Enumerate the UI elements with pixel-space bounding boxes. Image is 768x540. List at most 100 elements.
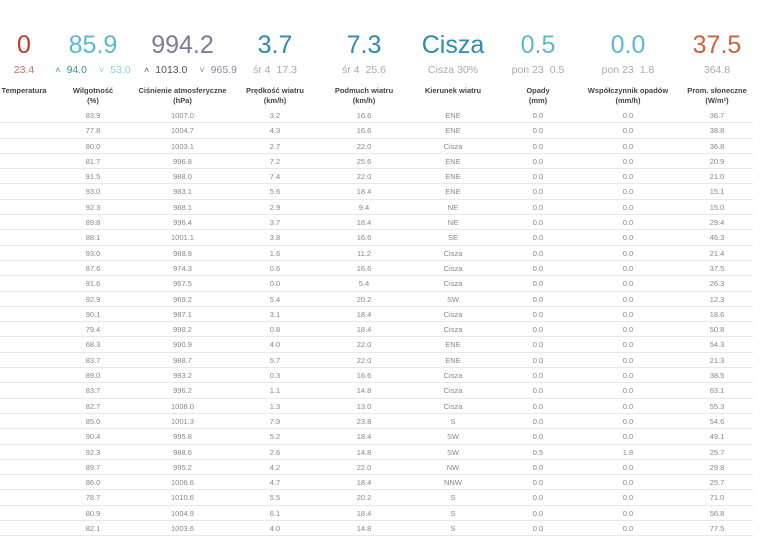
cell-wind-speed: 5.2 (269, 432, 281, 442)
cell-pressure: 974.3 (173, 263, 192, 273)
header-solar[interactable]: Prom. słoneczne (W/m²) (681, 86, 753, 106)
header-rain-rate[interactable]: Współczynnik opadów (mm/h) (575, 86, 681, 106)
header-temperature[interactable]: Temperatura (0, 86, 48, 106)
cell-wind-direction: ENE (445, 187, 461, 197)
header-pressure[interactable]: Ciśnienie atmosferyczne (hPa) (138, 86, 227, 106)
cell-wind-direction: S (450, 416, 456, 426)
cell-wind-speed: 7.4 (269, 172, 281, 182)
cell-rain: 0.0 (532, 524, 544, 534)
cell-wind-gust: 20.2 (356, 493, 372, 503)
cell-rain-rate: 0.0 (622, 355, 634, 365)
cell-temperature (0, 230, 48, 244)
cell-wind-gust: 18.4 (356, 478, 372, 488)
table-row: 93.0 983.1 5.6 18.4 ENE 0.0 0.0 15.1 (0, 184, 753, 200)
cell-pressure: 998.2 (173, 325, 192, 335)
cell-wind-speed: 3.1 (269, 309, 281, 319)
header-wind-direction[interactable]: Kierunek wiatru (405, 86, 501, 106)
cell-wind-gust: 18.4 (356, 508, 372, 518)
cell-rain: 0.0 (532, 279, 544, 289)
cell-solar: 56.8 (709, 508, 725, 518)
cell-wind-direction: Cisza (443, 279, 463, 289)
cell-temperature (0, 521, 48, 535)
cell-wind-direction: ENE (445, 156, 461, 166)
wind-gust-avg: śr 4 (342, 64, 360, 76)
cell-wind-gust: 25.6 (356, 156, 372, 166)
cell-humidity: 81.7 (85, 156, 101, 166)
cell-humidity: 78.7 (85, 493, 101, 503)
cell-wind-gust: 23.8 (356, 416, 372, 426)
cell-humidity: 68.3 (85, 340, 101, 350)
cell-temperature (0, 460, 48, 474)
table-row: 83.7 988.7 5.7 22.0 ENE 0.0 0.0 21.3 (0, 353, 753, 369)
cell-humidity: 82.1 (85, 524, 101, 534)
cell-humidity: 92.3 (85, 447, 101, 457)
cell-rain-rate: 0.0 (622, 508, 634, 518)
cell-temperature (0, 399, 48, 413)
table-row: 91.6 967.5 0.0 5.4 Cisza 0.0 0.0 26.3 (0, 276, 753, 292)
cell-temperature (0, 154, 48, 168)
cell-rain: 0.0 (532, 401, 544, 411)
header-label: Ciśnienie atmosferyczne (138, 86, 227, 95)
cell-wind-gust: 16.6 (356, 371, 372, 381)
cell-rain-rate: 0.0 (622, 416, 634, 426)
cell-rain: 0.0 (532, 416, 544, 426)
cell-solar: 63.1 (709, 386, 725, 396)
cell-solar: 29.8 (709, 462, 725, 472)
cell-wind-gust: 14.8 (356, 386, 372, 396)
cell-temperature (0, 383, 48, 397)
cell-solar: 71.0 (709, 493, 725, 503)
cell-wind-speed: 0.0 (269, 279, 281, 289)
cell-rain-rate: 0.0 (622, 218, 634, 228)
cell-wind-speed: 4.2 (269, 462, 281, 472)
cell-wind-direction: ENE (445, 355, 461, 365)
table-row: 81.7 996.8 7.2 25.6 ENE 0.0 0.0 20.9 (0, 154, 753, 170)
cell-wind-gust: 22.0 (356, 141, 372, 151)
cell-solar: 25.7 (709, 447, 725, 457)
cell-temperature (0, 368, 48, 382)
cell-wind-direction: Cisza (443, 401, 463, 411)
cell-rain-rate: 0.0 (622, 432, 634, 442)
header-unit: (W/m²) (705, 96, 729, 105)
rain-max: 0.5 (549, 64, 565, 76)
cell-temperature (0, 139, 48, 153)
cell-wind-direction: Cisza (443, 386, 463, 396)
rain-rate-max: 1.8 (639, 64, 655, 76)
cell-pressure: 1003.1 (171, 141, 194, 151)
cell-wind-speed: 1.1 (269, 386, 281, 396)
header-humidity[interactable]: Wilgotność (%) (48, 86, 138, 106)
cell-humidity: 80.0 (85, 141, 101, 151)
cell-pressure: 967.5 (173, 279, 192, 289)
summary-pressure: 994.2 ˄ 1013.0 ˅ 965.9 (138, 30, 237, 78)
humidity-min: 53.0 (110, 64, 131, 76)
wind-gust-max: 25.6 (365, 64, 386, 76)
header-unit: (km/h) (352, 96, 376, 105)
header-unit: (mm/h) (615, 96, 641, 105)
cell-pressure: 1010.6 (171, 493, 194, 503)
cell-wind-direction: Cisza (443, 248, 463, 258)
cell-pressure: 996.4 (173, 218, 192, 228)
cell-solar: 37.5 (709, 263, 725, 273)
cell-solar: 46.3 (709, 233, 725, 243)
cell-wind-direction: ENE (445, 340, 461, 350)
cell-solar: 77.5 (709, 524, 725, 534)
cell-solar: 15.1 (709, 187, 725, 197)
cell-pressure: 1004.7 (171, 126, 194, 136)
cell-rain: 0.0 (532, 294, 544, 304)
header-wind-gust[interactable]: Podmuch wiatru (km/h) (323, 86, 405, 106)
cell-wind-speed: 3.2 (269, 111, 281, 120)
cell-wind-speed: 3.7 (269, 218, 281, 228)
wind-direction-value: Cisza (421, 31, 485, 59)
cell-rain: 0.0 (532, 325, 544, 335)
cell-rain: 0.0 (532, 156, 544, 166)
cell-temperature (0, 445, 48, 459)
cell-temperature (0, 506, 48, 520)
arrow-up-icon: ˄ (144, 65, 150, 75)
cell-wind-gust: 22.0 (356, 172, 372, 182)
cell-humidity: 90.4 (85, 432, 101, 442)
table-row: 85.0 1001.3 7.9 23.8 S 0.0 0.0 54.6 (0, 414, 753, 430)
table-row: 79.4 998.2 0.8 18.4 Cisza 0.0 0.0 50.8 (0, 322, 753, 338)
cell-rain: 0.0 (532, 355, 544, 365)
header-rain[interactable]: Opady (mm) (501, 86, 575, 106)
cell-wind-direction: S (450, 524, 456, 534)
header-wind-speed[interactable]: Prędkość wiatru (km/h) (227, 86, 323, 106)
